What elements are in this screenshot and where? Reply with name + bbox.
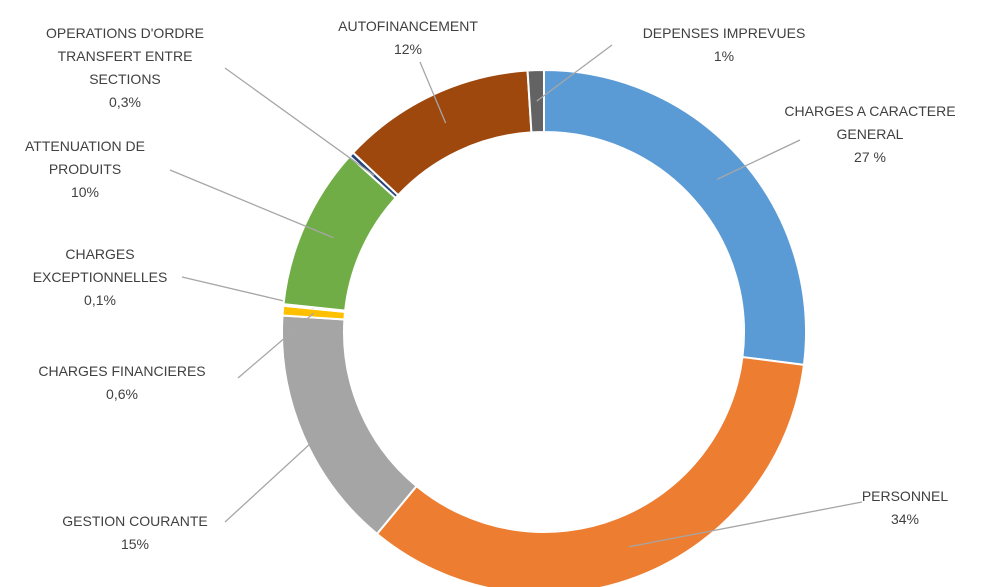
category-name: GESTION COURANTE — [62, 513, 208, 529]
category-name: PERSONNEL — [861, 488, 949, 504]
value-label: 27 % — [854, 149, 886, 165]
value-label: 0,1% — [84, 292, 116, 308]
leader-line — [628, 501, 863, 548]
leader-line — [224, 67, 375, 176]
donut-slice — [543, 68, 807, 366]
leader-line — [169, 169, 334, 239]
donut-slice — [526, 68, 545, 134]
slice-label: PERSONNEL 34% — [845, 485, 965, 531]
leader-line — [237, 312, 315, 379]
slice-label: CHARGES FINANCIERES 0,6% — [12, 360, 232, 406]
value-label: 15% — [120, 536, 150, 552]
slice-label: CHARGES A CARACTERE GENERAL 27 % — [783, 100, 958, 169]
value-label: 10% — [70, 184, 100, 200]
category-name: CHARGES FINANCIERES — [38, 363, 206, 379]
category-name: AUTOFINANCEMENT — [338, 18, 478, 34]
leader-line — [536, 44, 613, 102]
value-label: 12% — [393, 41, 423, 57]
donut-slice — [375, 355, 806, 587]
category-name: CHARGES EXCEPTIONNELLES — [32, 246, 168, 285]
leader-line — [716, 139, 801, 180]
value-label: 0,3% — [109, 94, 141, 110]
category-name: OPERATIONS D'ORDRE TRANSFERT ENTRE SECTI… — [46, 25, 204, 87]
category-name: CHARGES A CARACTERE GENERAL — [784, 103, 956, 142]
slice-label: AUTOFINANCEMENT 12% — [318, 15, 498, 61]
value-label: 34% — [890, 511, 920, 527]
slice-label: GESTION COURANTE 15% — [35, 510, 235, 556]
slice-label: OPERATIONS D'ORDRE TRANSFERT ENTRE SECTI… — [25, 22, 225, 114]
leader-line — [224, 423, 333, 523]
value-label: 1% — [713, 48, 735, 64]
slice-label: ATTENUATION DE PRODUITS 10% — [5, 135, 165, 204]
slice-label: DEPENSES IMPREVUES 1% — [624, 22, 824, 68]
leader-line — [419, 61, 447, 124]
slice-label: CHARGES EXCEPTIONNELLES 0,1% — [25, 243, 175, 312]
category-name: ATTENUATION DE PRODUITS — [24, 138, 146, 177]
donut-slice — [281, 314, 418, 536]
value-label: 0,6% — [106, 386, 138, 402]
donut-slice — [351, 69, 533, 197]
category-name: DEPENSES IMPREVUES — [642, 25, 806, 41]
